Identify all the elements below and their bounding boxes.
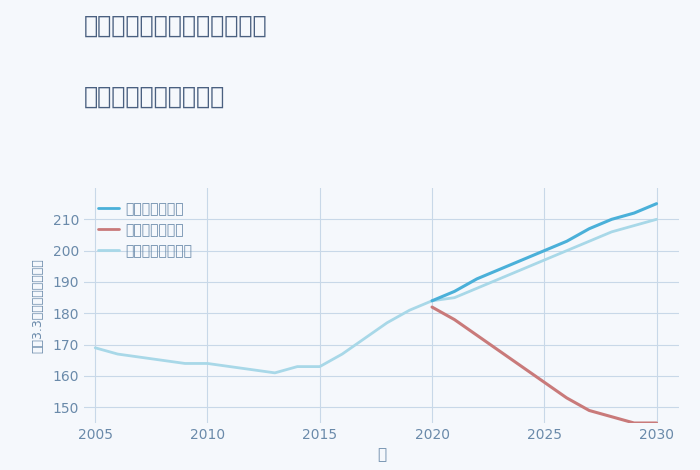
バッドシナリオ bbox=[652, 420, 661, 426]
グッドシナリオ bbox=[652, 201, 661, 206]
Line: バッドシナリオ: バッドシナリオ bbox=[432, 307, 657, 423]
ノーマルシナリオ bbox=[473, 285, 481, 291]
グッドシナリオ bbox=[495, 266, 503, 272]
グッドシナリオ bbox=[517, 257, 526, 263]
Y-axis label: 坪（3.3㎡）単価（万円）: 坪（3.3㎡）単価（万円） bbox=[32, 258, 44, 353]
Text: 中古戸建ての価格推移: 中古戸建ての価格推移 bbox=[84, 85, 225, 109]
ノーマルシナリオ bbox=[428, 298, 436, 304]
ノーマルシナリオ bbox=[630, 223, 638, 228]
ノーマルシナリオ bbox=[450, 295, 459, 300]
ノーマルシナリオ bbox=[495, 276, 503, 282]
グッドシナリオ bbox=[630, 210, 638, 216]
バッドシナリオ bbox=[473, 332, 481, 338]
Text: 兵庫県西宮市苦楽園六番町の: 兵庫県西宮市苦楽園六番町の bbox=[84, 14, 267, 38]
グッドシナリオ bbox=[450, 289, 459, 294]
グッドシナリオ bbox=[540, 248, 549, 253]
Legend: グッドシナリオ, バッドシナリオ, ノーマルシナリオ: グッドシナリオ, バッドシナリオ, ノーマルシナリオ bbox=[91, 195, 200, 265]
グッドシナリオ bbox=[563, 238, 571, 244]
バッドシナリオ bbox=[630, 420, 638, 426]
バッドシナリオ bbox=[450, 317, 459, 322]
グッドシナリオ bbox=[473, 276, 481, 282]
ノーマルシナリオ bbox=[585, 238, 594, 244]
ノーマルシナリオ bbox=[540, 257, 549, 263]
バッドシナリオ bbox=[540, 379, 549, 385]
ノーマルシナリオ bbox=[563, 248, 571, 253]
ノーマルシナリオ bbox=[608, 229, 616, 235]
グッドシナリオ bbox=[608, 217, 616, 222]
バッドシナリオ bbox=[563, 395, 571, 401]
X-axis label: 年: 年 bbox=[377, 447, 386, 462]
バッドシナリオ bbox=[428, 304, 436, 310]
バッドシナリオ bbox=[585, 407, 594, 413]
Line: グッドシナリオ: グッドシナリオ bbox=[432, 204, 657, 301]
ノーマルシナリオ bbox=[652, 217, 661, 222]
ノーマルシナリオ bbox=[517, 266, 526, 272]
Line: ノーマルシナリオ: ノーマルシナリオ bbox=[432, 219, 657, 301]
バッドシナリオ bbox=[517, 364, 526, 369]
バッドシナリオ bbox=[608, 414, 616, 420]
グッドシナリオ bbox=[585, 226, 594, 232]
バッドシナリオ bbox=[495, 348, 503, 354]
グッドシナリオ bbox=[428, 298, 436, 304]
